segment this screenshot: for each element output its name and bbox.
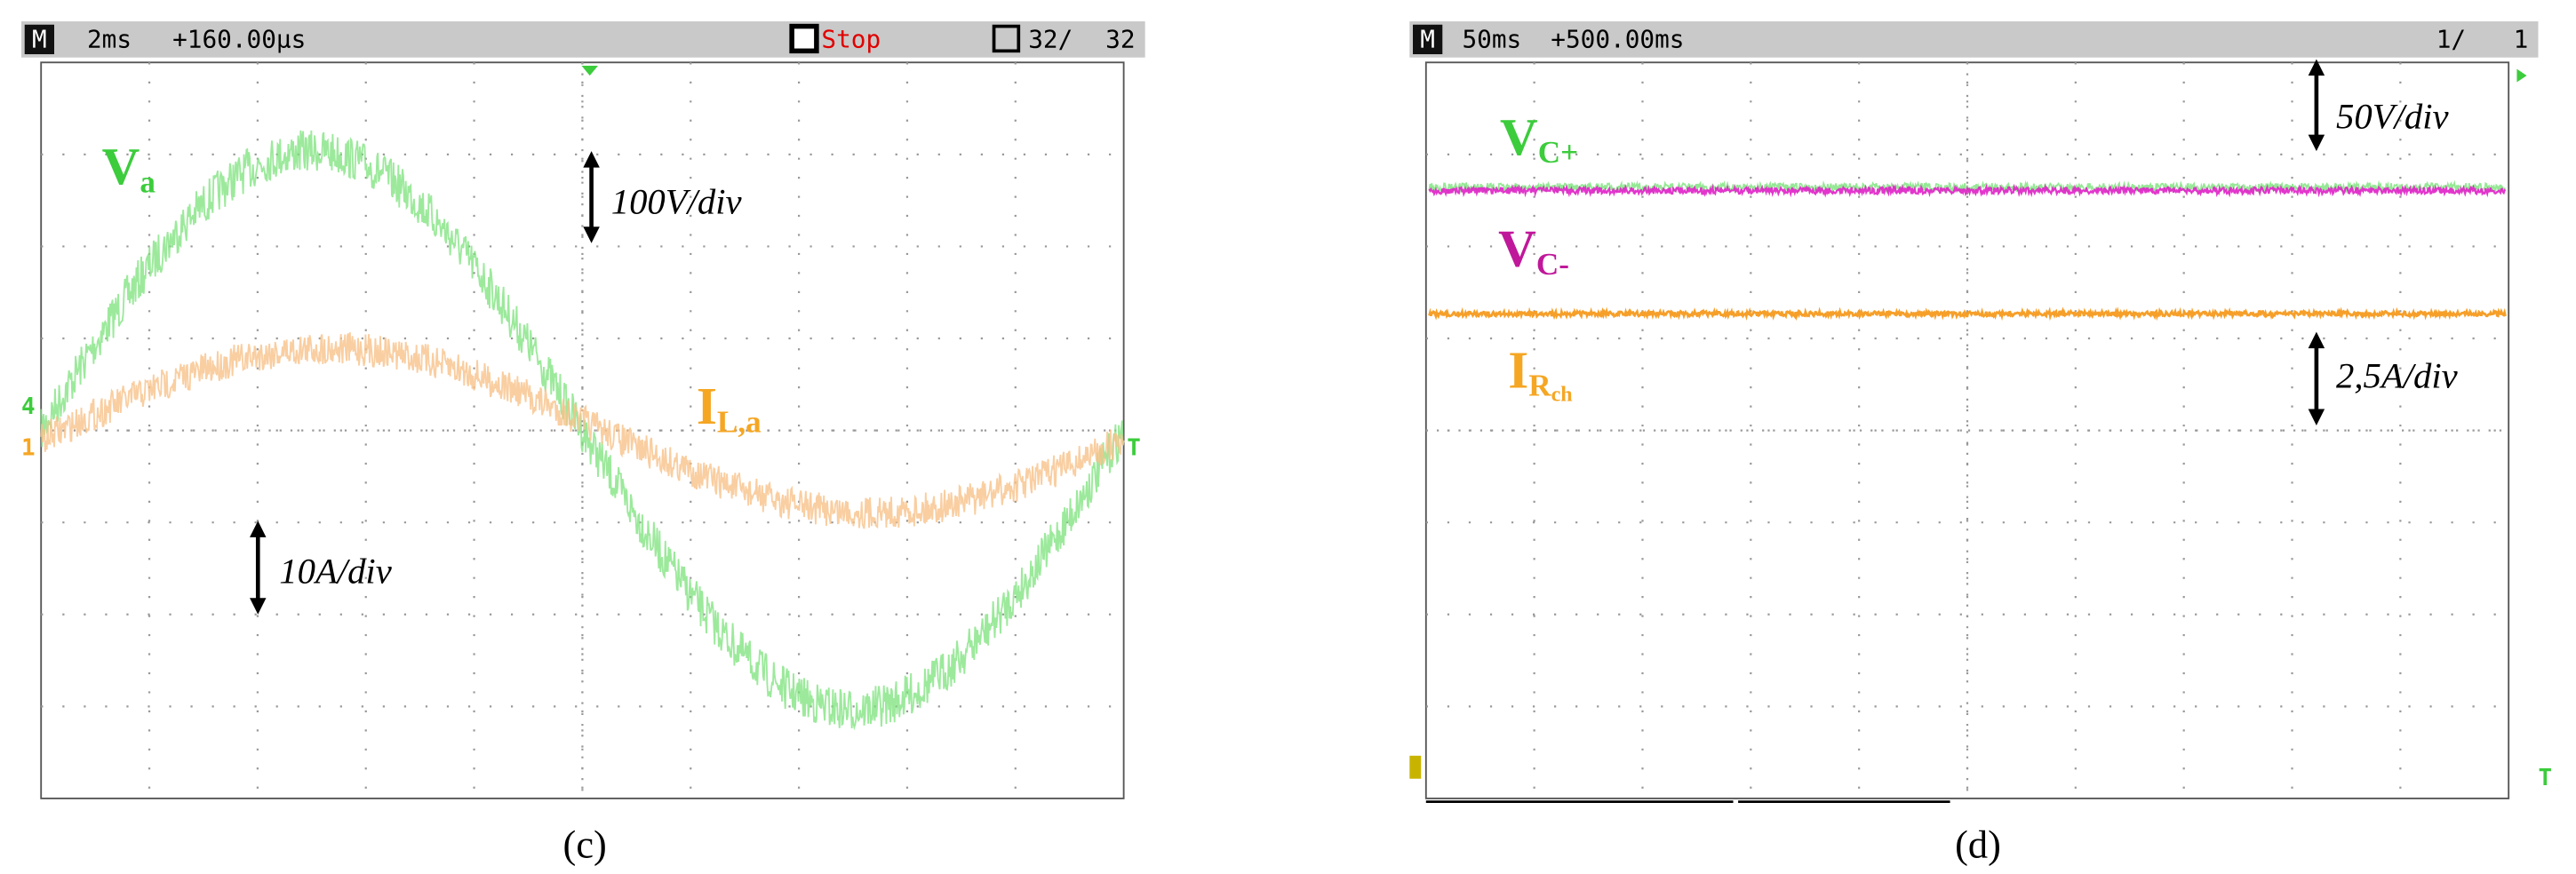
trace-label: Va <box>102 137 156 199</box>
trace-label: IL,a <box>697 377 762 439</box>
channel-marker: 4 <box>21 393 36 420</box>
scale-label: 50V/div <box>2336 96 2449 136</box>
mode-box <box>24 24 55 55</box>
delay: +500.00ms <box>1551 25 1684 54</box>
acq-total: 32 <box>1105 25 1135 54</box>
voltage-trace <box>40 130 1125 731</box>
subscript: C- <box>1536 247 1569 282</box>
subscript: a <box>140 164 156 199</box>
acq-count: 1/ <box>2436 25 2466 54</box>
arrow-head <box>2308 134 2325 152</box>
trace-label: VC+ <box>1500 107 1578 170</box>
subscript: R <box>1528 369 1551 403</box>
trigger-marker <box>581 65 598 76</box>
acq-icon <box>992 24 1021 53</box>
upper-trace <box>1428 179 2506 195</box>
arrow-head <box>583 151 600 168</box>
mode: M <box>1420 25 1435 54</box>
timebase: 2ms <box>87 25 132 54</box>
mode: M <box>32 25 47 54</box>
scale-label: 100V/div <box>611 181 743 221</box>
arrow-head <box>2308 409 2325 426</box>
current-trace <box>40 332 1125 529</box>
symbol: V <box>102 137 140 195</box>
channel-marker: 1 <box>21 434 36 461</box>
arrow-head <box>583 226 600 243</box>
scale-label: 10A/div <box>279 552 392 592</box>
trace-label: IRch <box>1508 341 1572 407</box>
delay: +160.00µs <box>172 25 306 54</box>
subsubscript: ch <box>1551 383 1573 406</box>
panel-c: M 2ms +160.00µs Stop 32/32 4 1 T <box>21 21 1145 799</box>
subscript: L,a <box>717 404 762 439</box>
status: Stop <box>821 25 881 54</box>
header-bar <box>21 21 1145 58</box>
mode-box <box>1413 24 1443 55</box>
trigger-level: T <box>2538 765 2552 791</box>
caption: (c) <box>563 822 607 866</box>
acq-total: 1 <box>2514 25 2529 54</box>
scale-label: 2,5A/div <box>2336 356 2459 396</box>
trigger-level: T <box>1127 434 1141 461</box>
symbol: I <box>697 377 717 435</box>
acq-count: 32/ <box>1028 25 1073 54</box>
subscript: C+ <box>1538 135 1578 170</box>
channel-marker <box>1409 755 1422 779</box>
stop-icon <box>789 23 819 54</box>
arrow-head <box>2308 59 2325 76</box>
lower-trace <box>1428 183 2507 198</box>
symbol: I <box>1508 341 1528 400</box>
symbol: V <box>1498 219 1536 278</box>
timebase: 50ms <box>1462 25 1521 54</box>
current-trace <box>1428 306 2507 322</box>
arrow-head <box>2308 331 2325 349</box>
arrow-head <box>250 520 267 537</box>
header-bar <box>1409 21 2539 58</box>
arrow-head <box>250 598 267 615</box>
trigger-marker <box>2516 68 2527 83</box>
symbol: V <box>1500 107 1538 166</box>
caption: (d) <box>1955 822 2001 866</box>
trace-label: VC- <box>1498 219 1569 282</box>
